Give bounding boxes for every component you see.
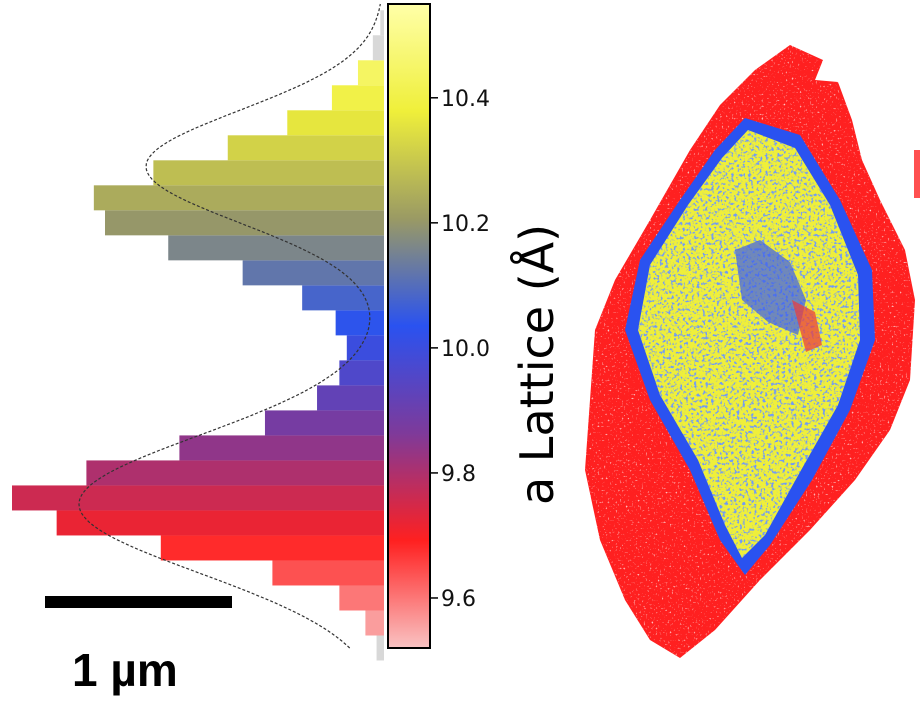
scale-bar-line (45, 596, 232, 608)
map-core-inclusion-2 (792, 300, 822, 352)
colorbar-tick-label: 10.2 (441, 212, 490, 237)
histogram-bar (339, 585, 384, 611)
histogram-bar (264, 410, 384, 436)
histogram-bar (105, 210, 384, 236)
colorbar-gradient (387, 3, 431, 649)
colorbar-tick-label: 9.6 (441, 587, 476, 612)
map-core-speckle (638, 130, 860, 558)
histogram-bar (86, 460, 385, 486)
histogram-bar (317, 385, 384, 411)
histogram-bar (56, 510, 384, 536)
scale-bar-label: 1 µm (72, 644, 178, 696)
histogram-bar (380, 10, 384, 36)
histogram-bar (227, 135, 384, 161)
histogram-bar (346, 335, 384, 361)
colorbar-tick-label: 9.8 (441, 462, 476, 487)
histogram-bar (179, 435, 384, 461)
map-core-inclusion (735, 240, 806, 335)
histogram-bar (376, 635, 384, 661)
gaussian-fit-curve (78, 3, 381, 649)
histogram-bar (302, 285, 384, 311)
histogram-bar (335, 310, 384, 336)
map-edge-fragment (914, 150, 920, 198)
histogram-bar (272, 560, 384, 586)
histogram (12, 10, 385, 661)
histogram-bar (372, 35, 384, 61)
scale-bar: 1 µm (45, 596, 232, 696)
histogram-bar (153, 160, 384, 186)
histogram-bar (160, 535, 384, 561)
histogram-bar (287, 110, 384, 136)
histogram-bar (357, 60, 384, 86)
histogram-bar (331, 85, 384, 111)
colorbar-ticks: 9.6 9.8 10.0 10.2 10.4 (430, 87, 490, 612)
histogram-bar (93, 185, 384, 211)
colorbar-label: a Lattice (Å) (510, 224, 564, 505)
colorbar: 9.6 9.8 10.0 10.2 10.4 a Lattice (Å) (387, 3, 564, 649)
lattice-map (585, 45, 920, 658)
histogram-bar (242, 260, 384, 286)
colorbar-tick-label: 10.4 (441, 87, 490, 112)
histogram-bar (168, 235, 384, 261)
colorbar-tick-label: 10.0 (441, 337, 490, 362)
histogram-bar (12, 485, 384, 511)
histogram-bar (339, 360, 384, 386)
histogram-bar (365, 610, 384, 636)
